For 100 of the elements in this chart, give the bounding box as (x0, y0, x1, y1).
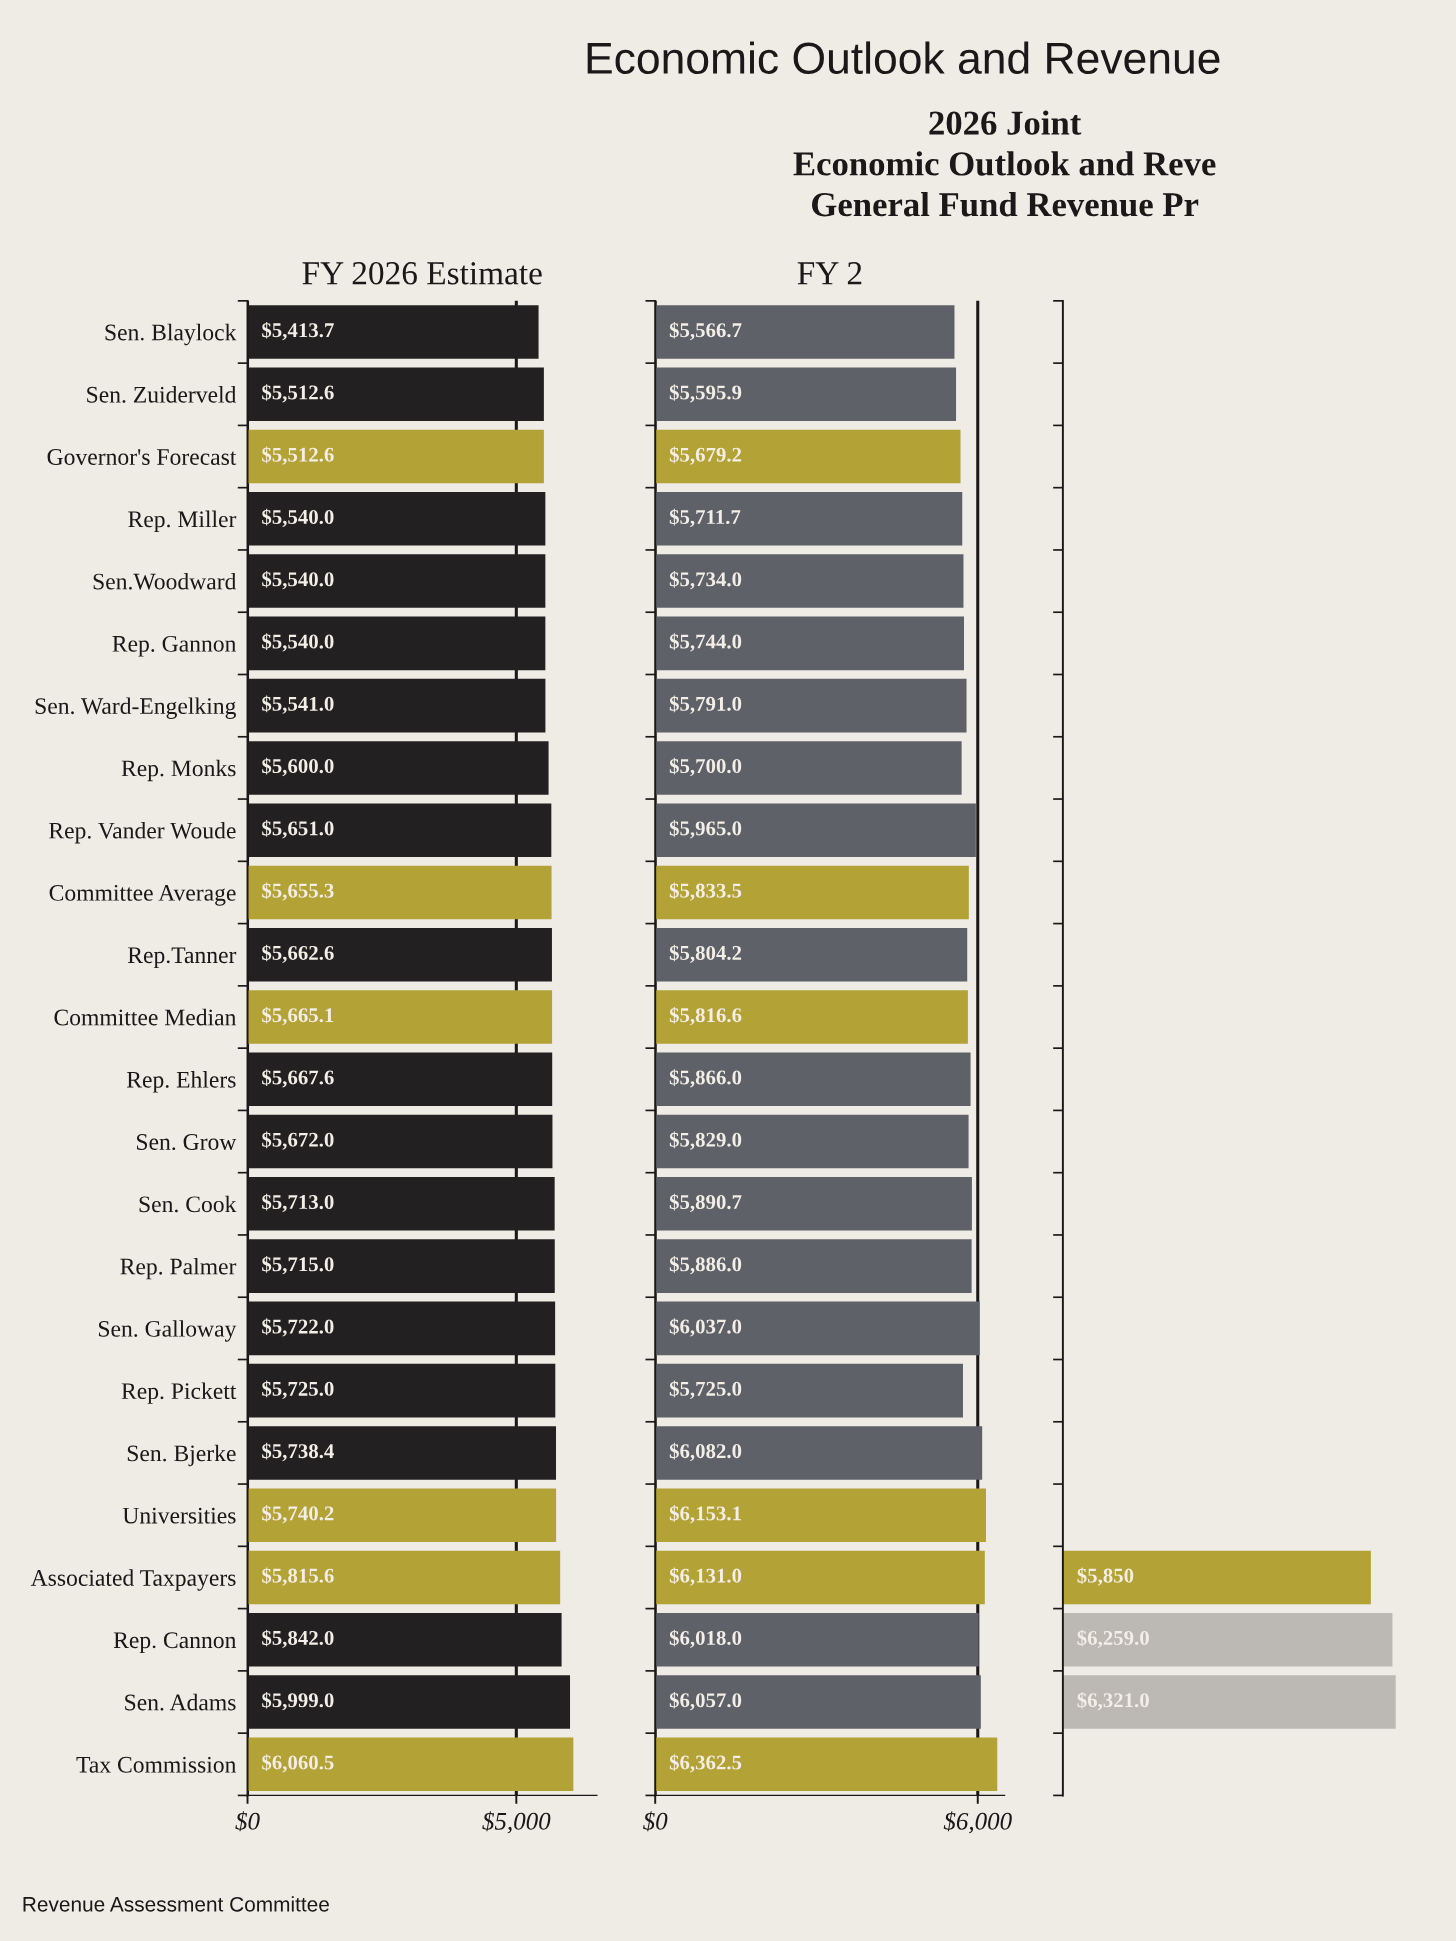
y-tick-label: Rep. Ehlers (126, 1071, 236, 1093)
y-tick-label: Sen. Adams (125, 1693, 236, 1711)
data-label: $5,512.6 (262, 384, 334, 403)
chart-title: FY 2026 Estimate (302, 262, 542, 285)
y-tick-label: Tax Commission (76, 1756, 237, 1773)
bar (655, 990, 968, 1044)
x-tick-label: $5,000 (482, 1811, 551, 1834)
data-label: $5,600.0 (262, 757, 334, 777)
y-tick-label: Sen. Blaylock (105, 323, 237, 346)
data-label: $5,715.0 (262, 1256, 334, 1275)
data-label: $6,060.5 (262, 1754, 334, 1773)
data-label: $5,791.0 (669, 695, 742, 714)
data-label: $5,700.0 (669, 757, 742, 777)
bar (655, 367, 957, 422)
data-label: $5,890.7 (669, 1193, 742, 1213)
y-tick-label: Rep. Miller (128, 510, 237, 533)
y-tick-label: Sen. Grow (137, 1134, 237, 1151)
data-label: $5,566.7 (669, 321, 742, 341)
bar (655, 1488, 986, 1542)
y-tick-label: Sen. Ward-Engelking (35, 697, 236, 719)
data-label: $6,153.1 (669, 1505, 741, 1524)
data-label: $5,725.0 (262, 1380, 334, 1399)
bar (655, 678, 967, 733)
bar (655, 1550, 985, 1605)
data-label: $5,662.6 (262, 944, 334, 963)
data-label: $5,725.0 (669, 1380, 742, 1399)
bar (655, 1737, 998, 1792)
y-tick-label: Sen.Woodward (93, 572, 237, 590)
data-label: $5,804.2 (669, 944, 742, 963)
bar (655, 1239, 972, 1293)
y-tick-label: Rep. Vander Woude (49, 821, 236, 844)
bar (655, 1114, 969, 1169)
x-tick-label: $0 (642, 1811, 668, 1832)
y-tick-label: Rep. Gannon (112, 635, 237, 657)
bar (655, 616, 964, 671)
y-tick-label: Sen. Zuiderveld (87, 386, 237, 403)
data-label: $5,740.2 (262, 1505, 334, 1524)
y-tick-label: Sen. Bjerke (127, 1444, 236, 1467)
data-label: $6,082.0 (669, 1442, 742, 1462)
y-tick-label: Committee Median (54, 1008, 237, 1026)
bar (655, 1675, 981, 1729)
data-label: $5,744.0 (669, 633, 742, 652)
bar (655, 1301, 980, 1356)
data-label: $5,829.0 (669, 1131, 742, 1150)
bar (655, 741, 962, 795)
x-tick-label: $6,000 (943, 1811, 1012, 1834)
bar (655, 554, 964, 608)
data-label: $6,362.5 (669, 1754, 742, 1773)
data-label: $5,540.0 (262, 633, 334, 652)
data-label: $5,965.0 (669, 820, 742, 839)
bar (655, 803, 976, 857)
y-tick-label: Governor's Forecast (47, 449, 237, 465)
text: Revenue Assessment Committee (23, 1896, 329, 1912)
y-tick-label: Rep.Tanner (127, 947, 237, 968)
data-label: $5,672.0 (262, 1131, 334, 1150)
data-label: $5,999.0 (262, 1691, 334, 1711)
bar (655, 1426, 983, 1480)
y-tick-label: Rep. Pickett (121, 1382, 237, 1404)
data-label: $5,540.0 (262, 571, 334, 590)
data-label: $6,057.0 (669, 1691, 742, 1711)
data-label: $5,886.0 (669, 1256, 742, 1275)
data-label: $5,512.6 (262, 446, 334, 465)
bar (655, 492, 963, 546)
bar (655, 429, 961, 484)
data-label: $5,833.5 (669, 882, 742, 901)
data-label: $5,541.0 (262, 695, 334, 714)
bar (655, 1177, 972, 1231)
data-label: $5,850 (1077, 1567, 1134, 1586)
text: Economic Outlook and Reve (793, 151, 1216, 176)
bar (655, 1612, 979, 1667)
chart-title: FY 2 (797, 262, 862, 285)
text: General Fund Revenue Pr (812, 191, 1199, 217)
data-label: $5,816.6 (669, 1006, 742, 1026)
y-tick-label: Rep. Cannon (113, 1632, 237, 1653)
data-label: $5,595.9 (669, 384, 742, 403)
y-tick-label: Rep. Monks (121, 759, 236, 782)
data-label: $5,679.2 (669, 446, 742, 465)
bar (655, 1052, 971, 1107)
y-tick-label: Associated Taxpayers (30, 1569, 236, 1591)
text: Economic Outlook and Revenue (587, 41, 1220, 75)
data-label: $5,713.0 (262, 1193, 334, 1213)
data-label: $6,018.0 (669, 1629, 742, 1648)
data-label: $5,866.0 (669, 1069, 742, 1088)
data-label: $5,413.7 (262, 321, 334, 341)
data-label: $6,131.0 (669, 1567, 742, 1586)
data-label: $5,738.4 (262, 1442, 334, 1462)
y-tick-label: Committee Average (49, 884, 236, 906)
bar (655, 865, 969, 920)
bar (655, 305, 955, 359)
y-tick-label: Rep. Palmer (120, 1257, 237, 1280)
data-label: $5,540.0 (262, 508, 334, 528)
data-label: $5,842.0 (262, 1629, 334, 1648)
x-tick-label: $0 (235, 1811, 260, 1832)
data-label: $5,667.6 (262, 1069, 334, 1088)
data-label: $5,655.3 (262, 882, 334, 901)
bar (655, 1363, 963, 1418)
y-tick-label: Universities (122, 1507, 236, 1524)
data-label: $5,722.0 (262, 1318, 334, 1337)
data-label: $5,665.1 (262, 1006, 334, 1026)
bar (655, 927, 968, 982)
